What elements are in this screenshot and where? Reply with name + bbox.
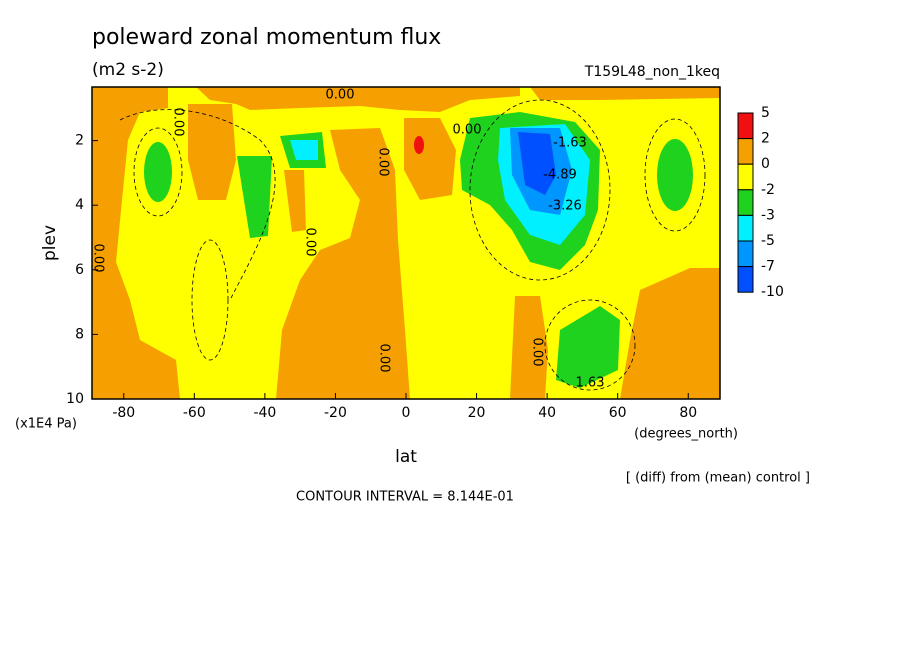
chart-title: poleward zonal momentum flux bbox=[92, 25, 441, 50]
x-tick-label: 0 bbox=[402, 405, 411, 421]
colorbar-box bbox=[737, 138, 754, 165]
colorbar-box bbox=[737, 163, 754, 191]
contour-label: 0.00 bbox=[376, 148, 391, 177]
colorbar-box bbox=[737, 189, 754, 216]
contour-region bbox=[196, 87, 520, 112]
colorbar-label: 0 bbox=[761, 156, 770, 172]
contour-region bbox=[92, 87, 180, 399]
x-tick-label: -40 bbox=[253, 405, 276, 421]
contour-line bbox=[644, 118, 706, 232]
y-tick-label: 6 bbox=[75, 262, 84, 278]
contour-region bbox=[657, 139, 693, 211]
contour-region bbox=[276, 128, 410, 399]
x-axis-units: (degrees_north) bbox=[634, 427, 738, 442]
colorbar-box bbox=[737, 112, 754, 140]
contour-label: 0.00 bbox=[377, 344, 392, 373]
y-axis-units: (x1E4 Pa) bbox=[15, 417, 77, 432]
y-tick-label: 4 bbox=[75, 197, 84, 213]
contour-line bbox=[544, 299, 636, 391]
x-axis-label: lat bbox=[395, 447, 417, 467]
contour-label: 0.00 bbox=[453, 123, 482, 138]
contour-label: 0.00 bbox=[303, 228, 318, 257]
contour-region bbox=[510, 296, 548, 399]
contour-label: -1.63 bbox=[553, 136, 587, 151]
colorbar-box bbox=[737, 240, 754, 268]
contour-line bbox=[469, 99, 611, 281]
contour-region bbox=[284, 170, 306, 232]
contour-line bbox=[119, 109, 276, 301]
x-tick-label: 80 bbox=[679, 405, 697, 421]
y-tick-label: 10 bbox=[66, 391, 84, 407]
colorbar-label: -7 bbox=[761, 259, 775, 275]
x-tick-label: -60 bbox=[183, 405, 206, 421]
colorbar-label: 5 bbox=[761, 105, 770, 121]
contour-label: 0.00 bbox=[91, 244, 106, 273]
contour-line bbox=[133, 127, 183, 217]
contour-region bbox=[518, 132, 556, 195]
contour-label: -3.26 bbox=[548, 199, 582, 214]
contour-interval: CONTOUR INTERVAL = 8.144E-01 bbox=[296, 490, 514, 505]
chart-subtitle: (m2 s-2) bbox=[92, 60, 164, 80]
colorbar-label: -10 bbox=[761, 284, 784, 300]
contour-label: 1.63 bbox=[576, 376, 605, 391]
note: [ (diff) from (mean) control ] bbox=[626, 471, 810, 486]
contour-labels: 0.00 0.00 0.00 0.00 0.00 0.00 0.00 0.00 … bbox=[91, 88, 605, 391]
colorbar-label: -2 bbox=[761, 182, 775, 198]
contour-region bbox=[530, 87, 720, 100]
colorbar-label: -5 bbox=[761, 233, 775, 249]
colorbar-label: 2 bbox=[761, 131, 770, 147]
contour-label: 0.00 bbox=[171, 108, 186, 137]
colorbar-box bbox=[737, 266, 754, 293]
x-tick-label: -80 bbox=[112, 405, 135, 421]
contour-label: -4.89 bbox=[543, 168, 577, 183]
contour-region bbox=[290, 140, 318, 160]
contour-region bbox=[556, 306, 620, 388]
contour-region bbox=[144, 142, 172, 202]
x-tick-label: -20 bbox=[324, 405, 347, 421]
contour-region bbox=[620, 268, 720, 399]
contour-field bbox=[92, 87, 720, 399]
contour-line bbox=[191, 239, 229, 361]
x-tick-label: 40 bbox=[538, 405, 556, 421]
x-tick-label: 20 bbox=[468, 405, 486, 421]
colorbar-label: -3 bbox=[761, 207, 775, 223]
contour-region bbox=[188, 104, 236, 200]
x-tick-label: 60 bbox=[609, 405, 627, 421]
contour-label: 0.00 bbox=[326, 88, 355, 103]
contour-label: 0.00 bbox=[530, 338, 545, 367]
y-tick-label: 8 bbox=[75, 326, 84, 342]
y-tick-label: 2 bbox=[75, 133, 84, 149]
y-axis-label: plev bbox=[40, 225, 60, 261]
colorbar-box bbox=[737, 214, 754, 242]
contour-region bbox=[414, 136, 424, 154]
contour-lines bbox=[119, 99, 706, 391]
run-label: T159L48_non_1keq bbox=[584, 64, 720, 80]
contour-region bbox=[237, 156, 272, 238]
